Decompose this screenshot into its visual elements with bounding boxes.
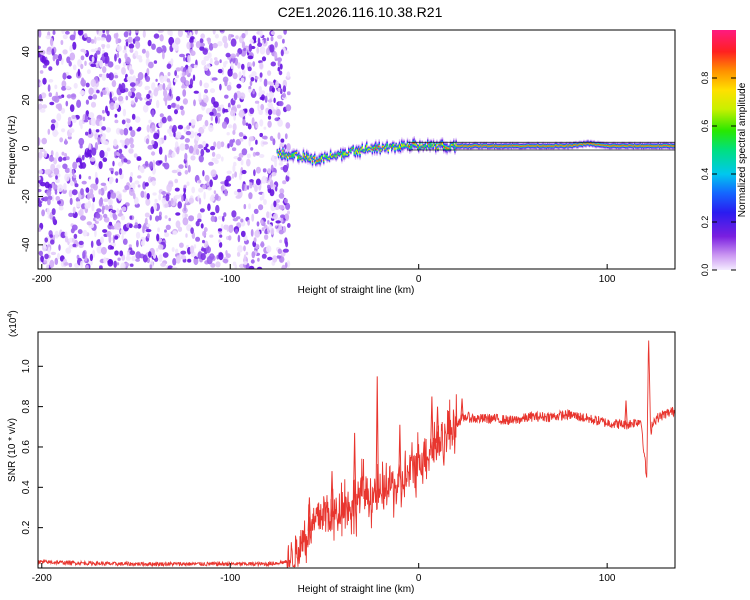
- figure-title: C2E1.2026.116.10.38.R21: [278, 4, 443, 20]
- spectrogram-y-axis: -40 -20 0 20 40: [21, 46, 43, 252]
- spectrogram-y-tick-label: 20: [21, 94, 32, 106]
- snr-spike: [330, 471, 334, 517]
- snr-y-tick-label: 0.6: [21, 440, 32, 454]
- snr-y-axis: 0.2 0.4 0.6 0.8 1.0: [21, 359, 43, 535]
- snr-spike: [375, 376, 379, 497]
- snr-plot-area: [38, 340, 675, 568]
- snr-line: [38, 340, 675, 568]
- snr-series-group: [38, 340, 675, 568]
- colorbar-tick-label: 0.8: [700, 72, 710, 85]
- colorbar-gradient: [712, 30, 736, 270]
- snr-exponent-label: (x104): [7, 310, 19, 337]
- snr-exponent-suffix: ): [8, 310, 19, 313]
- snr-spike: [435, 406, 440, 443]
- snr-panel: -200 -100 0 100 0.2 0.4 0.6 0.8 1.0 Height of s…: [7, 310, 676, 595]
- spectrogram-y-tick-label: 40: [21, 46, 32, 58]
- snr-y-tick-label: 1.0: [21, 359, 32, 373]
- snr-spike: [460, 398, 464, 420]
- snr-spike: [307, 497, 312, 531]
- snr-x-tick-label: 0: [416, 573, 422, 584]
- spectrogram-x-tick-label: 100: [599, 274, 616, 285]
- spectrogram-y-tick-label: -20: [21, 189, 32, 204]
- spectrogram-x-tick-label: -200: [32, 274, 52, 285]
- spectrogram-image: [38, 30, 675, 269]
- spectrogram-y-tick-label: -40: [21, 237, 32, 252]
- snr-x-tick-label: 100: [599, 573, 616, 584]
- snr-x-label: Height of straight line (km): [298, 584, 415, 595]
- signal-ridge: [276, 136, 675, 168]
- snr-spike: [430, 396, 434, 448]
- colorbar-label: Normalized spectral amplitude: [737, 82, 748, 217]
- colorbar-tick-label: 0.0: [700, 264, 710, 277]
- colorbar-tick-label: 0.2: [700, 216, 710, 229]
- spectrogram-y-tick-label: 0: [21, 145, 32, 151]
- colorbar-tick-label: 0.6: [700, 120, 710, 133]
- snr-exponent-prefix: (x10: [8, 317, 19, 337]
- spectrogram-content: [38, 30, 675, 269]
- snr-y-label: SNR (10 * v/v): [7, 418, 18, 482]
- colorbar-tick-label: 0.4: [700, 168, 710, 181]
- spectrogram-x-label: Height of straight line (km): [298, 285, 415, 296]
- snr-x-axis: -200 -100 0 100: [32, 563, 616, 584]
- spectrogram-x-tick-label: -100: [220, 274, 240, 285]
- colorbar: 0.0 0.2 0.4 0.6 0.8 Normalized spectral ampl…: [700, 30, 748, 276]
- noise-speckle: [38, 30, 292, 269]
- snr-spike: [624, 400, 628, 425]
- snr-frame: [37, 331, 676, 569]
- snr-x-tick-label: -200: [32, 573, 52, 584]
- colorbar-ticks: 0.0 0.2 0.4 0.6 0.8: [700, 72, 736, 277]
- spectrogram-y-label: Frequency (Hz): [7, 116, 18, 185]
- snr-spike: [352, 432, 357, 505]
- snr-x-tick-label: -100: [220, 573, 240, 584]
- spectrogram-x-axis: -200 -100 0 100: [32, 264, 616, 285]
- snr-spike: [398, 424, 402, 488]
- snr-y-tick-label: 0.4: [21, 480, 32, 494]
- snr-y-tick-label: 0.2: [21, 520, 32, 534]
- snr-exponent-power: 4: [7, 314, 14, 318]
- spectrogram-frame: [37, 29, 676, 270]
- snr-y-tick-label: 0.8: [21, 399, 32, 413]
- spectrogram-x-tick-label: 0: [416, 274, 422, 285]
